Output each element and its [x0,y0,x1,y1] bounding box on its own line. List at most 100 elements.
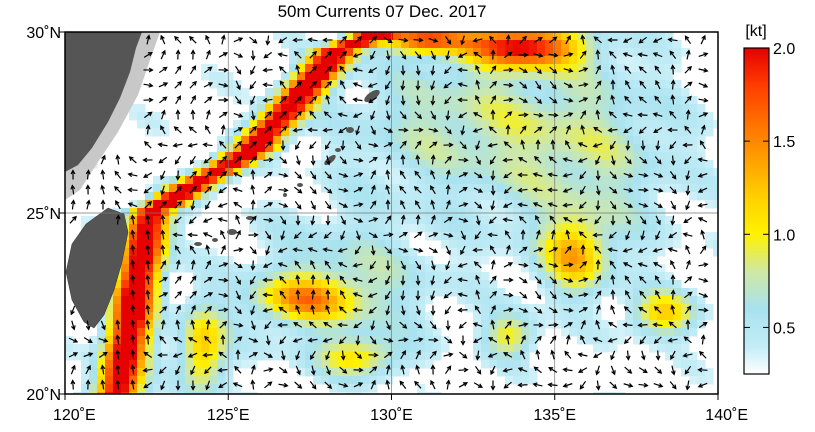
current-vector-arrow [445,320,451,331]
current-vector-arrow [595,109,601,120]
speed-cell [281,280,290,289]
speed-cell [193,168,202,177]
speed-cell [649,128,658,137]
current-vector-arrow [218,277,229,283]
current-vector-arrow [430,290,435,301]
current-vector-arrow [533,366,542,374]
speed-cell [649,160,658,169]
speed-cell [449,96,458,105]
speed-cell [569,216,578,225]
current-vector-arrow [354,35,363,44]
speed-cell [89,360,98,369]
speed-cell [441,80,450,89]
speed-cell [97,392,106,394]
speed-cell [377,160,386,169]
current-vector-arrow [307,337,318,343]
current-vector-arrow [623,187,634,193]
current-vector-arrow [519,291,528,299]
speed-cell [321,264,330,273]
speed-cell [537,176,546,185]
speed-cell [161,288,170,297]
speed-cell [361,40,370,49]
speed-cell [465,184,474,193]
speed-cell [441,104,450,113]
speed-cell [401,216,410,225]
current-vector-arrow [667,127,678,133]
current-vector-arrow [399,380,407,389]
speed-cell [361,72,370,81]
speed-cell [489,32,498,41]
speed-cell [321,240,330,249]
speed-cell [233,304,242,313]
speed-cell [601,240,610,249]
speed-cell [361,144,370,153]
speed-cell [441,280,450,289]
speed-cell [529,56,538,65]
current-vector-arrow [700,34,706,45]
current-vector-arrow [610,155,616,166]
speed-cell [329,136,338,145]
current-vector-arrow [85,184,91,195]
speed-cell [649,304,658,313]
speed-cell [329,64,338,73]
speed-cell [193,320,202,329]
speed-cell [425,176,434,185]
current-vector-arrow [188,126,197,134]
speed-cell [481,304,490,313]
current-vector-arrow [219,140,227,149]
speed-cell [657,32,666,41]
current-vector-arrow [203,366,212,375]
current-vector-arrow [654,275,661,285]
speed-cell [369,288,378,297]
speed-cell [633,208,642,217]
speed-cell [137,264,146,273]
current-vector-arrow [415,364,420,375]
current-vector-arrow [700,334,706,345]
speed-cell [121,320,130,329]
speed-cell [625,280,634,289]
current-vector-arrow [413,247,424,253]
speed-cell [329,280,338,289]
speed-cell [633,112,642,121]
current-vector-arrow [562,187,573,193]
speed-cell [193,264,202,273]
current-vector-arrow [624,65,632,74]
current-vector-arrow [473,187,484,193]
current-vector-arrow [414,231,423,239]
speed-cell [401,368,410,377]
current-vector-arrow [669,50,677,59]
speed-cell [377,328,386,337]
current-vector-arrow [683,217,693,224]
speed-cell [321,376,330,385]
current-vector-arrow [578,277,589,282]
speed-cell [121,336,130,345]
speed-cell [529,376,538,385]
speed-cell [345,296,354,305]
speed-cell [713,200,718,209]
current-vector-arrow [250,169,256,180]
speed-cell [521,176,530,185]
current-vector-arrow [202,352,213,358]
speed-cell [617,152,626,161]
current-vector-arrow [279,156,288,164]
current-vector-arrow [262,307,273,313]
current-vector-arrow [324,381,333,389]
current-vector-arrow [293,231,302,239]
speed-cell [425,56,434,65]
speed-cell [273,128,282,137]
speed-cell [305,304,314,313]
current-vector-arrow [248,232,259,238]
speed-cell [137,112,146,121]
current-vector-arrow [353,157,364,163]
current-vector-arrow [430,185,436,195]
speed-cell [169,184,178,193]
speed-cell [305,40,314,49]
speed-cell [521,240,530,249]
latitude-axis: 30˚N25˚N20˚N [26,25,65,404]
current-vector-arrow [113,185,122,194]
speed-cell [617,168,626,177]
current-vector-arrow [487,232,498,238]
speed-cell [217,384,226,393]
speed-cell [457,72,466,81]
current-vector-arrow [549,126,558,134]
